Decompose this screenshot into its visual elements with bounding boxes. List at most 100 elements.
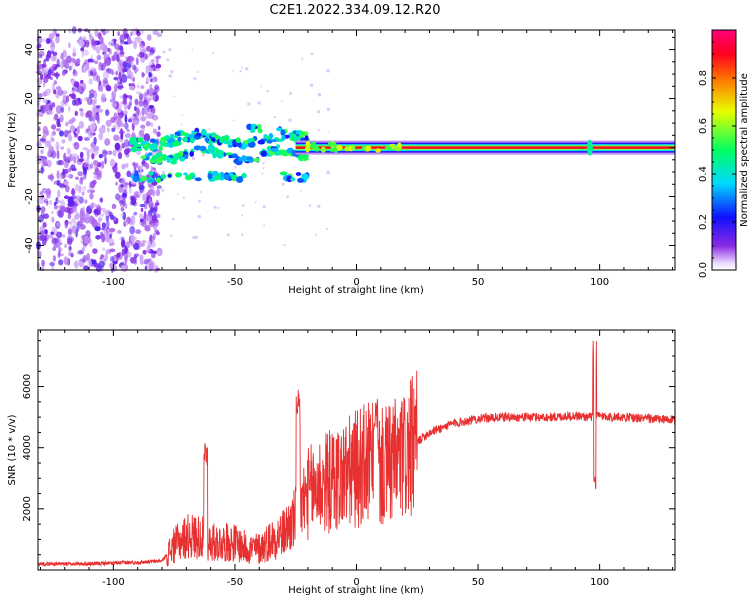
heatmap-cell [110, 256, 115, 263]
heatmap-cell [57, 200, 62, 204]
colorbar-tick-label: 0.6 [698, 118, 709, 134]
heatmap-cell [111, 103, 117, 107]
heatmap-cell [132, 176, 140, 182]
heatmap-cell [93, 136, 97, 145]
heatmap-cell [59, 130, 64, 137]
heatmap-cell [152, 91, 157, 96]
heatmap-cell [120, 184, 124, 188]
heatmap-cell [50, 55, 57, 62]
heatmap-cell [114, 162, 118, 167]
heatmap-cell [332, 142, 337, 148]
heatmap-cell [57, 189, 61, 198]
heatmap-cell [144, 266, 148, 270]
heatmap-cell [52, 255, 57, 262]
heatmap-cell [149, 144, 157, 149]
heatmap-cell [262, 162, 265, 165]
heatmap-cell [170, 133, 175, 138]
heatmap-cell [131, 236, 138, 240]
heatmap-cell [124, 142, 129, 147]
heatmap-cell [66, 147, 72, 155]
heatmap-cell [98, 82, 101, 92]
heatmap-cell [41, 166, 44, 175]
heatmap-cell [325, 227, 328, 230]
heatmap-cell [120, 123, 127, 128]
heatmap-cell [132, 113, 137, 118]
heatmap-cell [121, 74, 128, 83]
colorbar-gradient [711, 29, 737, 271]
heatmap-cell [189, 137, 195, 144]
heatmap-cell [210, 132, 217, 138]
heatmap-cell [89, 192, 94, 200]
heatmap-cell [262, 205, 266, 209]
heatmap-cell [78, 85, 83, 94]
heatmap-cell [60, 100, 64, 107]
heatmap-cell [183, 172, 189, 176]
heatmap-cell [55, 105, 63, 114]
heatmap-cell [193, 77, 197, 81]
heatmap-cell [89, 67, 97, 72]
heatmap-cell [141, 128, 145, 132]
heatmap-cell [134, 170, 139, 177]
heatmap-cell [142, 249, 147, 255]
heatmap-cell [68, 28, 72, 34]
heatmap-cell [201, 128, 207, 136]
heatmap-cell [134, 98, 139, 106]
y-tick-label: 6000 [22, 374, 33, 399]
heatmap-cell [67, 237, 75, 243]
heatmap-cell [197, 214, 202, 219]
heatmap-cell [156, 55, 161, 59]
heatmap-cell [48, 145, 54, 153]
heatmap-cell [133, 242, 140, 251]
heatmap-cell [138, 243, 145, 247]
heatmap-cell [42, 213, 50, 219]
heatmap-cell [109, 158, 116, 167]
heatmap-cell [143, 140, 149, 145]
heatmap-cell [51, 210, 54, 215]
heatmap-cell [150, 64, 154, 68]
heatmap-cell [119, 50, 125, 58]
heatmap-cell [119, 77, 123, 84]
heatmap-cell [58, 160, 65, 166]
heatmap-cell [116, 54, 120, 63]
heatmap-cell [50, 42, 56, 52]
heatmap-cell [207, 172, 213, 180]
heatmap-cell [122, 94, 129, 99]
heatmap-cell [137, 137, 144, 142]
heatmap-cell [295, 130, 301, 135]
heatmap-cell [241, 204, 245, 207]
x-tick-label: 50 [472, 277, 485, 288]
heatmap-cell [135, 57, 139, 66]
heatmap-cell [280, 151, 289, 157]
heatmap-cell [148, 171, 154, 176]
heatmap-cell [74, 133, 78, 138]
heatmap-cell [51, 175, 55, 180]
heatmap-cell [71, 225, 78, 234]
heatmap-cell [229, 171, 233, 177]
heatmap-cell [109, 233, 112, 239]
heatmap-cell [98, 154, 103, 159]
heatmap-cell [309, 83, 314, 87]
heatmap-cell [257, 139, 266, 145]
heatmap-cell [104, 57, 110, 67]
heatmap-cell [317, 204, 321, 208]
heatmap-cell [305, 140, 311, 148]
heatmap-cell [38, 50, 45, 57]
heatmap-cell [135, 229, 142, 235]
heatmap-cell [94, 114, 100, 121]
heatmap-cell [141, 175, 147, 182]
heatmap-cell [127, 35, 132, 45]
heatmap-cell [212, 170, 219, 177]
heatmap-cell [121, 192, 127, 198]
heatmap-cell [169, 234, 173, 237]
heatmap-cell [147, 152, 153, 156]
colorbar-ticks: 0.0 0.2 0.4 0.6 0.8 [698, 41, 736, 278]
heatmap-cell [82, 49, 89, 56]
heatmap-cell [286, 195, 290, 199]
heatmap-cell [89, 181, 96, 189]
heatmap-cell [199, 190, 202, 194]
heatmap-cell [47, 234, 54, 239]
heatmap-cell [140, 85, 145, 89]
heatmap-cell [115, 181, 118, 186]
x-tick-label: 0 [353, 277, 359, 288]
heatmap-cell [134, 144, 142, 148]
